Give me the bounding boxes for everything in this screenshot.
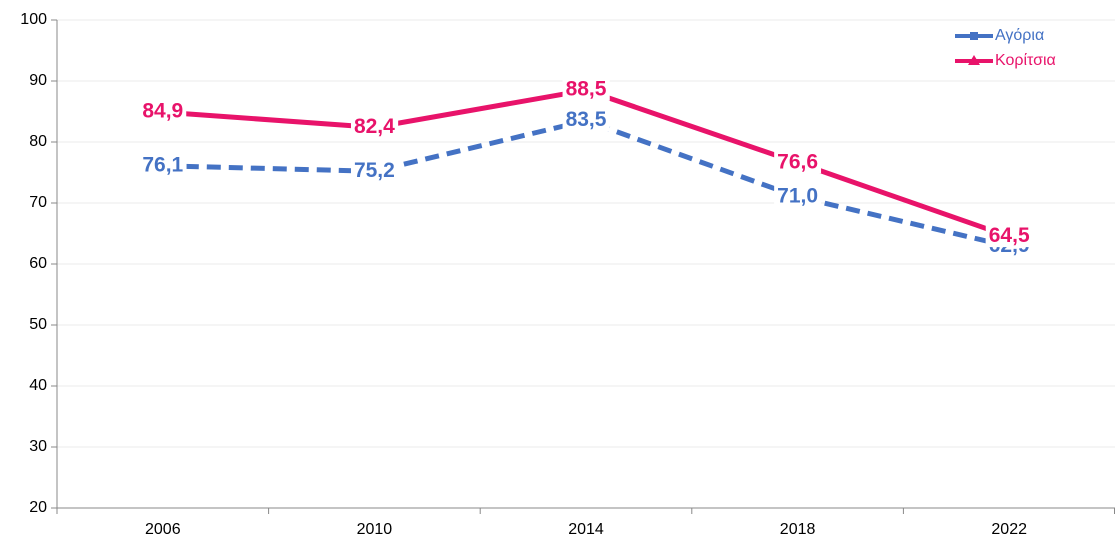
value-label-group: 64,5 xyxy=(985,224,1033,248)
legend-label: Αγόρια xyxy=(995,27,1044,44)
y-tick-label: 70 xyxy=(29,194,47,211)
y-tick-label: 90 xyxy=(29,72,47,89)
x-tick-label: 2006 xyxy=(145,521,181,538)
x-tick-label: 2014 xyxy=(568,521,604,538)
value-label-group: 76,6 xyxy=(774,150,822,174)
x-tick-label: 2010 xyxy=(357,521,393,538)
value-label-group: 71,0 xyxy=(774,184,822,208)
value-label: 88,5 xyxy=(566,78,607,101)
value-label-bg xyxy=(139,153,187,177)
y-tick-label: 60 xyxy=(29,255,47,272)
value-label-bg xyxy=(562,108,610,132)
legend-marker xyxy=(970,32,978,40)
value-label-bg xyxy=(774,150,822,174)
legend-label: Κορίτσια xyxy=(995,52,1056,69)
value-label-bg xyxy=(350,114,399,138)
value-label: 71,0 xyxy=(777,184,818,207)
y-tick-label: 30 xyxy=(29,438,47,455)
y-tick-label: 100 xyxy=(20,11,47,28)
value-label-bg xyxy=(139,99,187,123)
value-label: 84,9 xyxy=(142,100,183,123)
value-label-group: 83,5 xyxy=(562,108,610,132)
legend-marker xyxy=(968,55,980,65)
line xyxy=(162,118,1010,249)
value-label-group: 82,4 xyxy=(350,114,399,138)
value-label-bg xyxy=(350,158,398,182)
value-label-bg xyxy=(562,77,610,101)
y-tick-label: 20 xyxy=(29,499,47,516)
value-label-bg xyxy=(985,224,1033,248)
value-label: 76,1 xyxy=(142,153,183,176)
value-label-group: 88,5 xyxy=(562,77,610,101)
y-tick-label: 40 xyxy=(29,377,47,394)
value-label: 82,4 xyxy=(354,115,395,138)
value-label-group: 75,2 xyxy=(350,158,398,182)
value-label: 76,6 xyxy=(777,150,818,173)
value-label-group: 76,1 xyxy=(139,153,187,177)
x-tick-label: 2022 xyxy=(991,521,1027,538)
value-label: 83,5 xyxy=(566,108,607,131)
value-label: 64,5 xyxy=(989,224,1030,247)
value-label-bg xyxy=(774,184,822,208)
y-tick-label: 80 xyxy=(29,133,47,150)
x-tick-label: 2018 xyxy=(780,521,816,538)
y-tick-label: 50 xyxy=(29,316,47,333)
value-label-group: 84,9 xyxy=(139,99,187,123)
value-label: 75,2 xyxy=(354,159,395,182)
